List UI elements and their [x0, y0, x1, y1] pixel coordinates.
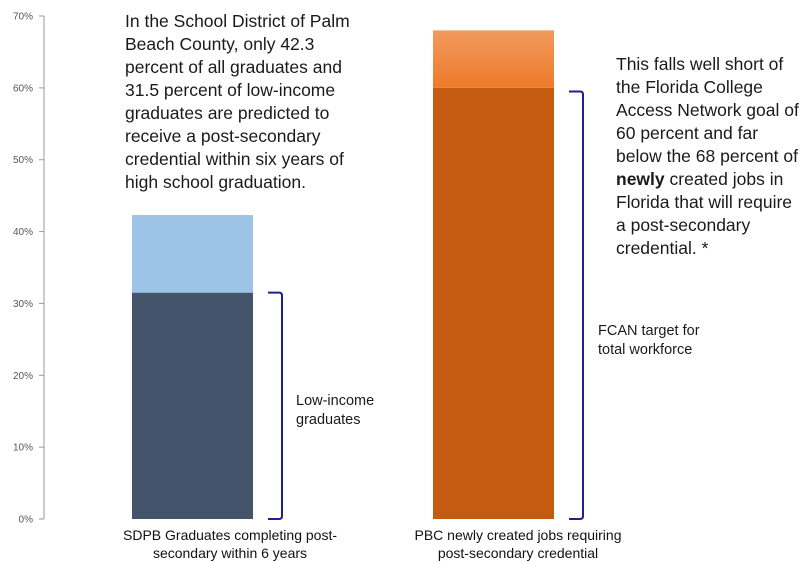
fcan-label: FCAN target for total workforce	[598, 322, 700, 360]
right-annotation-line: 60 percent and far	[616, 123, 759, 143]
bracket	[569, 90, 584, 520]
main-annotation: In the School District of Palm Beach Cou…	[125, 10, 385, 194]
category-labels: SDPB Graduates completing post-secondary…	[123, 527, 622, 561]
right-annotation-fragment: created jobs in	[664, 169, 784, 189]
y-tick-label: 50%	[13, 155, 33, 166]
right-annotation-line: below the 68 percent of	[616, 146, 798, 166]
right-annotation-line: Florida that will require	[616, 192, 793, 212]
fcan-label-line: total workforce	[598, 342, 693, 358]
bar-segment	[132, 215, 253, 293]
right-annotation-line: a post-secondary	[616, 215, 751, 235]
y-tick-label: 40%	[13, 227, 33, 238]
low-income-label-line: Low-income	[296, 393, 375, 409]
category-label: post-secondary credential	[438, 545, 598, 561]
bar-segment	[433, 87, 554, 519]
right-annotation-line: Access Network goal of	[616, 100, 799, 120]
main-annotation-line: percent of all graduates and	[125, 57, 342, 77]
bar-segment	[433, 30, 554, 88]
brackets	[268, 90, 584, 520]
y-tick-label: 0%	[19, 515, 34, 526]
main-annotation-line: high school graduation.	[125, 172, 306, 192]
category-label: PBC newly created jobs requiring	[415, 527, 622, 543]
low-income-label-line: graduates	[296, 412, 361, 428]
fcan-label-line: FCAN target for	[598, 323, 700, 339]
y-tick-label: 70%	[13, 12, 33, 23]
y-axis: 0% 10% 20% 30% 40% 50% 60% 70%	[13, 12, 45, 526]
right-annotation-line: newly created jobs in	[616, 168, 809, 191]
y-tick-label: 30%	[13, 299, 33, 310]
main-annotation-line: In the School District of Palm	[125, 11, 350, 31]
bar-segment	[132, 292, 253, 519]
emphasis-newly: newly	[616, 169, 665, 189]
main-annotation-line: Beach County, only 42.3	[125, 34, 315, 54]
right-annotation: This falls well short of the Florida Col…	[616, 53, 809, 260]
right-annotation-line: the Florida College	[616, 77, 763, 97]
category-label: SDPB Graduates completing post-	[123, 527, 337, 543]
y-tick-label: 60%	[13, 83, 33, 94]
main-annotation-line: receive a post-secondary	[125, 126, 321, 146]
bars	[132, 30, 554, 519]
main-annotation-line: 31.5 percent of low-income	[125, 80, 336, 100]
bracket	[268, 291, 283, 520]
right-annotation-line: credential. *	[616, 238, 709, 258]
main-annotation-line: graduates are predicted to	[125, 103, 330, 123]
y-tick-label: 10%	[13, 443, 33, 454]
right-annotation-line: This falls well short of	[616, 54, 784, 74]
category-label: secondary within 6 years	[153, 545, 307, 561]
low-income-label: Low-income graduates	[296, 392, 374, 430]
y-tick-label: 20%	[13, 371, 33, 382]
main-annotation-line: credential within six years of	[125, 149, 344, 169]
